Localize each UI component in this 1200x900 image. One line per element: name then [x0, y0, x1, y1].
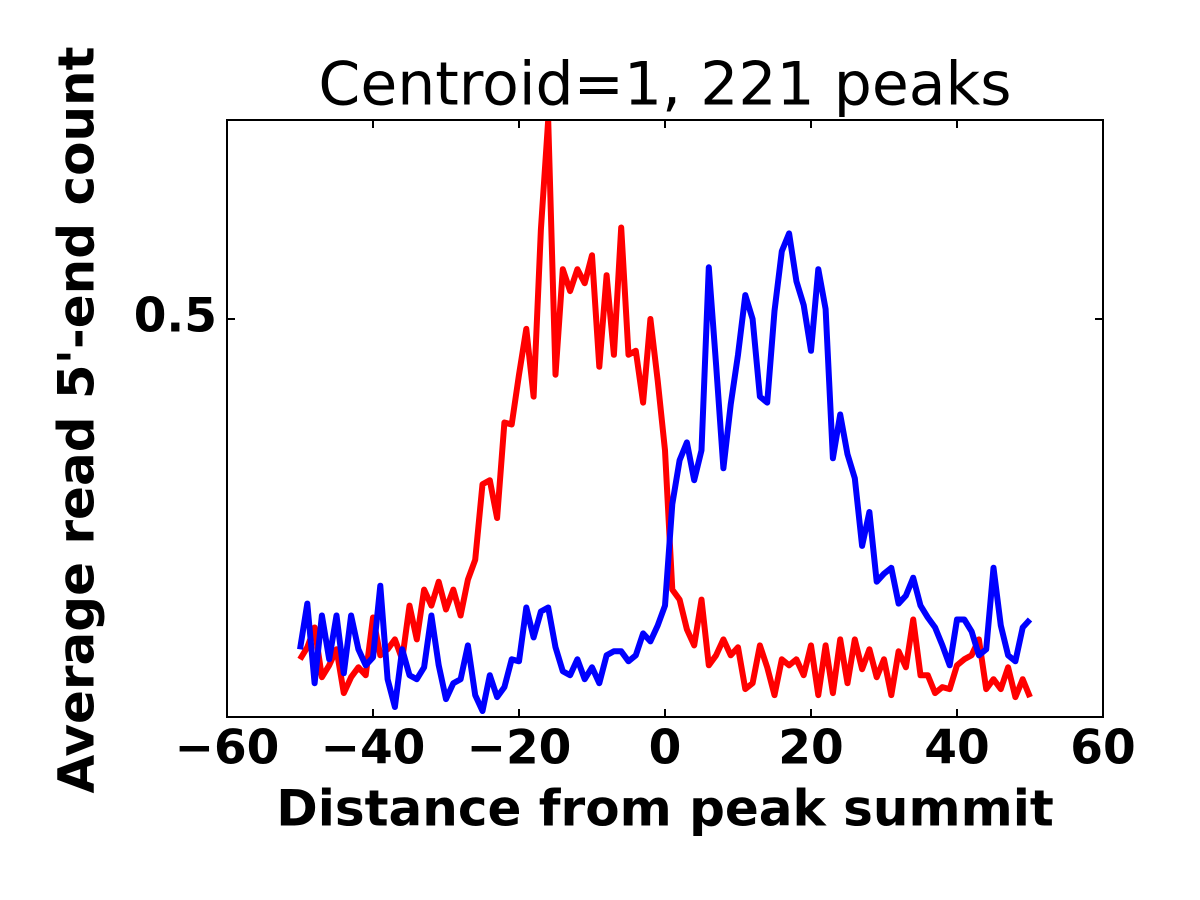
y-axis-label: Average read 5'-end count — [48, 46, 106, 793]
x-tick-label: −40 — [321, 721, 426, 776]
y-tick-label: 0.5 — [134, 289, 217, 344]
x-tick-label: 40 — [924, 721, 989, 776]
x-tick-label: −60 — [175, 721, 280, 776]
x-axis-label: Distance from peak summit — [276, 780, 1054, 838]
x-tick-label: 60 — [1070, 721, 1135, 776]
data-line — [297, 230, 1033, 714]
chart-title: Centroid=1, 221 peaks — [318, 50, 1011, 120]
x-tick-label: 0 — [649, 721, 682, 776]
data-line — [297, 120, 1033, 701]
x-tick-label: −20 — [467, 721, 572, 776]
x-tick-label: 20 — [778, 721, 843, 776]
